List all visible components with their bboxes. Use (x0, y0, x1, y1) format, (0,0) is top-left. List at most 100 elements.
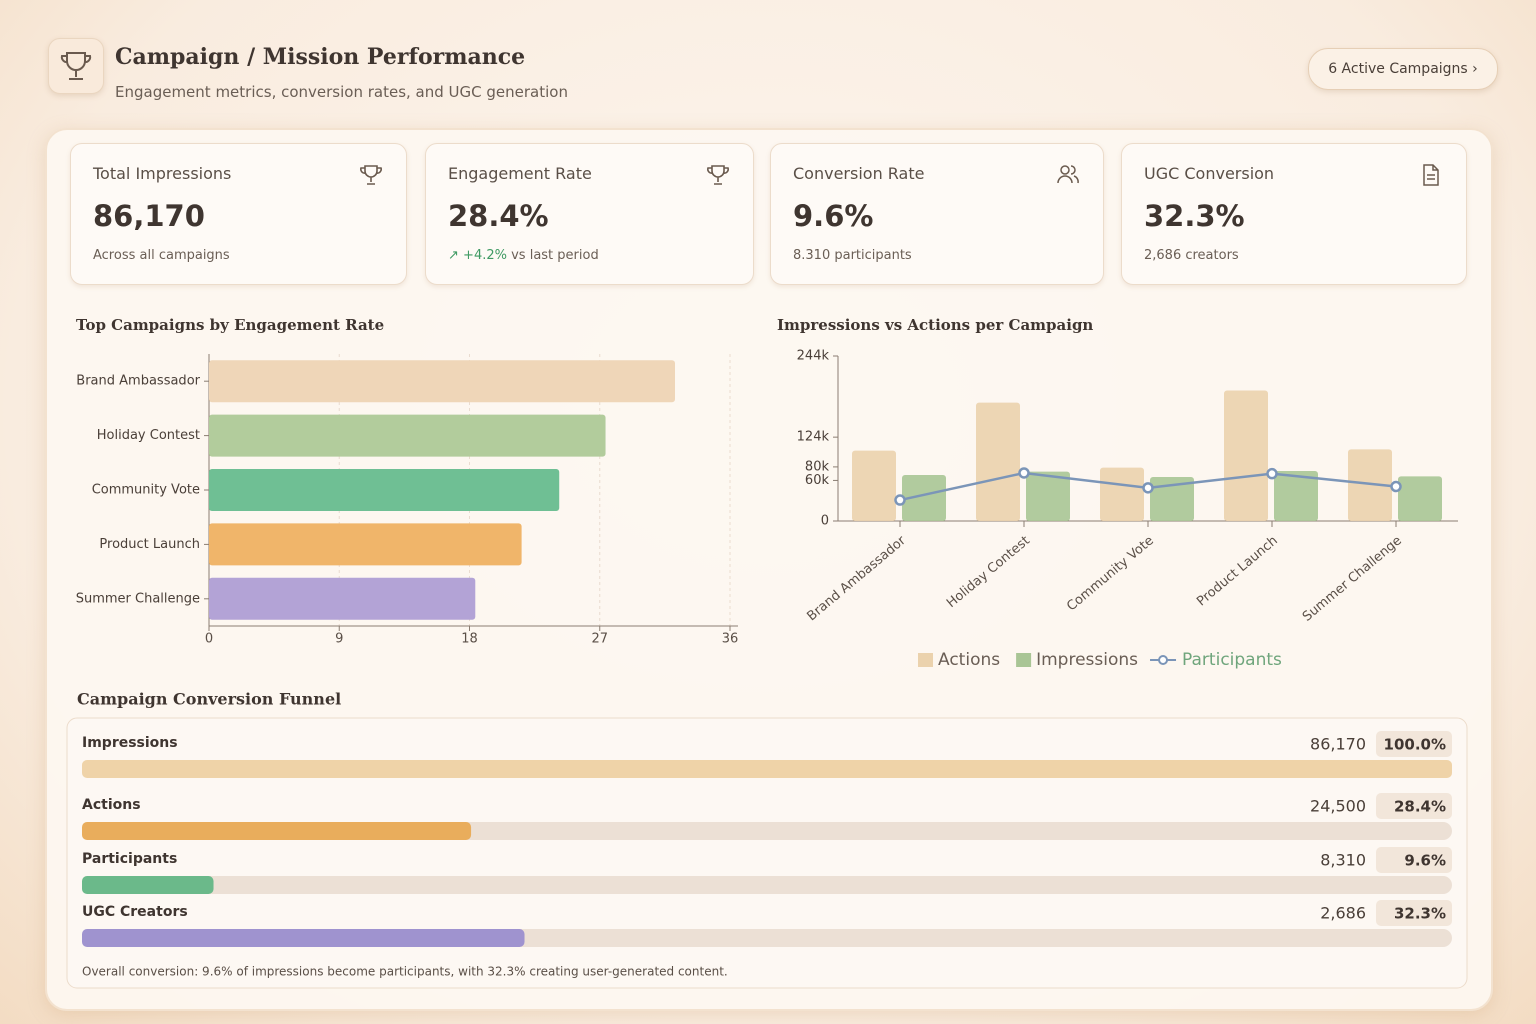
header-icon (48, 38, 104, 94)
kpi-note: vs last period (511, 248, 599, 263)
funnel-percent: 9.6% (1404, 852, 1446, 870)
y-tick-label: 124k (797, 430, 830, 445)
x-tick-label: Brand Ambassador (804, 533, 909, 624)
funnel-title: Campaign Conversion Funnel (77, 690, 341, 709)
kpi-label: UGC Conversion (1144, 164, 1275, 183)
document-icon (1423, 164, 1439, 186)
funnel-bar (82, 760, 1452, 778)
kpi-value: 28.4% (448, 199, 549, 233)
funnel-bar (82, 876, 214, 894)
bar (1026, 471, 1070, 521)
y-tick-label: 60k (805, 473, 830, 488)
point (1390, 480, 1402, 493)
funnel-footnote: Overall conversion: 9.6% of impressions … (82, 965, 728, 979)
kpi-label: Total Impressions (93, 164, 232, 183)
legend-swatch (1158, 655, 1169, 665)
bar (1100, 467, 1144, 521)
kpi-note: 2,686 creators (1144, 248, 1239, 263)
bar (1274, 470, 1318, 521)
y-tick-label: 0 (821, 514, 829, 529)
bar (209, 414, 606, 457)
funnel-value: 8,310 (1320, 851, 1366, 870)
kpi-delta: +4.2% (463, 248, 507, 263)
funnel-label: UGC Creators (82, 904, 188, 920)
x-tick-label: 36 (722, 632, 739, 647)
x-tick-label: 9 (335, 632, 343, 647)
y-tick-label: 80k (805, 459, 830, 474)
funnel-label: Participants (82, 851, 177, 867)
bar (902, 475, 946, 521)
funnel-track (82, 876, 1452, 894)
bar (976, 402, 1020, 521)
trophy-icon (707, 165, 729, 185)
x-tick-label: 27 (591, 632, 608, 647)
x-tick-label: 0 (205, 632, 213, 647)
page-subtitle: Engagement metrics, conversion rates, an… (115, 83, 568, 101)
kpi-label: Engagement Rate (448, 164, 592, 183)
users-icon (1057, 165, 1079, 184)
y-tick-label: Brand Ambassador (76, 374, 200, 389)
bar (209, 523, 522, 566)
x-tick-label: Product Launch (1194, 533, 1281, 609)
bar (1348, 449, 1392, 521)
x-tick-label: Holiday Contest (944, 533, 1033, 611)
funnel-bar (82, 929, 525, 947)
kpi-label: Conversion Rate (793, 164, 925, 183)
chart-title: Top Campaigns by Engagement Rate (76, 316, 384, 334)
kpi-card: Conversion Rate 9.6% 8.310 participants (770, 143, 1104, 285)
y-tick-label: 244k (797, 349, 830, 364)
funnel-percent: 28.4% (1394, 798, 1446, 816)
legend-label: Actions (938, 650, 1000, 670)
page-title: Campaign / Mission Performance (115, 44, 526, 70)
active-campaigns-button[interactable]: 6 Active Campaigns › (1308, 48, 1498, 90)
bar (209, 577, 476, 620)
bar (209, 360, 676, 403)
kpi-card: UGC Conversion 32.3% 2,686 creators (1121, 143, 1467, 285)
kpi-note: Across all campaigns (93, 248, 230, 263)
x-tick-label: Summer Challenge (1300, 533, 1405, 624)
funnel-box (66, 717, 1468, 989)
x-tick-label: 18 (461, 632, 478, 647)
percent-pill (1376, 731, 1452, 757)
point (1266, 467, 1278, 480)
trophy-icon (60, 52, 92, 80)
bar (209, 469, 560, 511)
kpi-card: Engagement Rate 28.4% ↗ +4.2% vs last pe… (425, 143, 754, 285)
funnel-value: 24,500 (1310, 797, 1366, 816)
bar (1398, 476, 1442, 521)
y-tick-label: Product Launch (99, 537, 200, 552)
badge-text: 6 Active Campaigns (1328, 61, 1468, 77)
funnel-label: Impressions (82, 735, 178, 751)
percent-pill (1376, 793, 1452, 819)
point (894, 494, 906, 506)
legend-label: Participants (1182, 650, 1282, 670)
trophy-icon (360, 165, 382, 185)
trend-icon: ↗ (448, 248, 459, 263)
funnel-bar (82, 822, 472, 840)
legend-swatch (918, 653, 933, 667)
kpi-value: 9.6% (793, 199, 874, 233)
point (1142, 482, 1154, 494)
kpi-value: 32.3% (1144, 199, 1245, 233)
y-tick-label: Community Vote (92, 483, 200, 498)
funnel-label: Actions (82, 797, 141, 813)
percent-pill (1376, 847, 1452, 873)
percent-pill (1376, 900, 1452, 926)
kpi-note-row: ↗ +4.2% vs last period (448, 248, 599, 263)
y-tick-label: Holiday Contest (97, 428, 200, 443)
funnel-percent: 32.3% (1394, 905, 1446, 923)
x-tick-label: Community Vote (1064, 533, 1157, 614)
chart-title: Impressions vs Actions per Campaign (777, 316, 1093, 334)
kpi-note: 8.310 participants (793, 248, 912, 263)
funnel-value: 2,686 (1320, 904, 1366, 923)
bar (1224, 390, 1268, 521)
point (1018, 467, 1030, 479)
legend-label: Impressions (1036, 650, 1138, 670)
funnel-value: 86,170 (1310, 735, 1366, 754)
bar (1150, 477, 1194, 521)
legend-swatch (1016, 653, 1032, 667)
funnel-percent: 100.0% (1384, 736, 1446, 754)
bar (852, 450, 896, 521)
